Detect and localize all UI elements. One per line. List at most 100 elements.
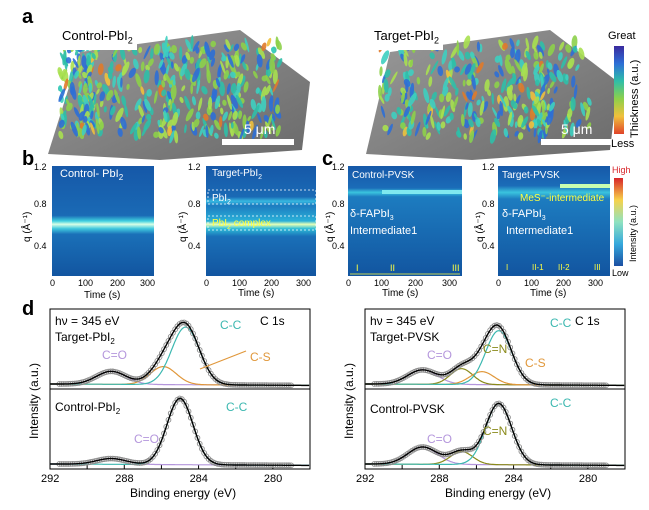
xps-data-point — [487, 412, 494, 418]
panel-b-left-xlabel: Time (s) — [84, 290, 120, 300]
xps-data-point — [480, 339, 487, 346]
xps-xtick: 280 — [264, 473, 282, 485]
panel-c-left-xtick: 200 — [408, 278, 423, 288]
panel-a-right-scalebar — [541, 139, 613, 145]
xps-data-point — [161, 430, 167, 437]
xps-data-point — [511, 356, 518, 362]
panel-c-left-ytick: 1.2 — [332, 162, 345, 172]
panel-c-right-stage-2: II-1 — [532, 263, 544, 272]
panel-b-left-ylabel: q (Å⁻¹) — [22, 211, 33, 242]
xps-c1s: C 1s — [575, 314, 600, 328]
panel-c-label: c — [322, 148, 334, 170]
panel-c-right-xtick: 300 — [588, 278, 603, 288]
xps-sample-label: Target-PbI2 — [55, 330, 115, 346]
xps-data-point — [154, 447, 161, 453]
xps-data-point — [482, 423, 489, 430]
xps-data-point — [502, 333, 509, 340]
xps-sample-label: Control-PVSK — [370, 402, 445, 416]
xps-fit-envelope — [50, 397, 310, 467]
panel-d-label: d — [22, 298, 35, 320]
panel-b-complex-label: PbI2 complex — [212, 218, 271, 231]
xps-peak-cc: C-C — [220, 318, 242, 332]
panel-c-colorbar-top: High — [612, 165, 631, 175]
xps-data-point — [187, 414, 194, 421]
panel-b-right-ylabel: q (Å⁻¹) — [178, 211, 189, 242]
panel-b-left-ytick: 0.8 — [34, 199, 47, 209]
panel-b-right-ytick: 0.8 — [188, 199, 201, 209]
panel-c-colorbar — [614, 178, 623, 266]
panel-b-right-ytick: 1.2 — [188, 162, 201, 172]
xps-data-point — [516, 444, 522, 450]
panel-b-pbi2-label: PbI2 — [212, 193, 231, 206]
panel-c-left-ylabel: q (Å⁻¹) — [325, 211, 336, 242]
panel-c-left-stage-2: II — [390, 263, 396, 273]
xps-data-point — [502, 409, 509, 415]
xps-data-point — [505, 414, 511, 421]
panel-c-right-ytick: 0.4 — [482, 241, 495, 251]
xps-data-point — [192, 335, 199, 342]
xps-data-point — [514, 438, 520, 445]
panel-c-right-delta: δ-FAPbI3 — [502, 208, 546, 223]
panel-a-left-scalebar — [222, 139, 294, 145]
panel-c-left-ytick: 0.4 — [332, 241, 345, 251]
panel-b-right-ytick: 0.4 — [188, 241, 201, 251]
xps-data-point — [185, 408, 192, 415]
panel-c-left-title: Control-PVSK — [352, 170, 415, 181]
panel-d-left-xps: 292 288 284 280 Binding energy (eV) Intensity… — [27, 308, 311, 500]
xps-peak-co: C=O — [134, 432, 159, 446]
xps-energy: hν = 345 eV — [370, 314, 434, 328]
panel-c-right-stage-3: II-2 — [558, 263, 570, 272]
panel-c-colorbar-label: Intensity (a.u.) — [628, 204, 638, 262]
panel-a-right-label: Target-PbI2 — [370, 27, 443, 50]
panel-c-right-xtick: 200 — [556, 278, 571, 288]
xps-xtick: 288 — [430, 473, 448, 485]
xps-data-point — [485, 417, 491, 424]
xps-peak-co: C=O — [427, 432, 452, 446]
panel-a-label: a — [22, 6, 34, 28]
panel-b-right-xlabel: Time (s) — [238, 288, 274, 299]
xps-data-point — [478, 434, 485, 440]
xps-data-point — [163, 423, 170, 430]
xps-data-point — [500, 328, 507, 335]
xps-c1s: C 1s — [260, 314, 285, 328]
panel-b-right-xtick: 100 — [232, 278, 247, 288]
xps-xtick: 284 — [505, 473, 523, 485]
xps-xtick: 292 — [356, 473, 374, 485]
xps-data-point — [194, 341, 201, 348]
panel-b-right-xtick: 0 — [204, 278, 209, 288]
xps-xtick: 292 — [41, 473, 59, 485]
xps-data-point — [187, 326, 194, 332]
panel-c-left-stage-3: III — [452, 263, 460, 273]
panel-a-colorbar — [614, 46, 624, 134]
panel-a-left-label: Control-PbI2 — [58, 27, 137, 50]
xps-peak-cs: C-S — [250, 350, 271, 364]
xps-fit-envelope — [365, 324, 625, 387]
xps-data-point — [201, 358, 207, 364]
xps-data-point — [199, 352, 205, 359]
panel-c-right-xlabel: Time (s) — [530, 288, 566, 299]
xps-peak-cc: C-C — [226, 400, 248, 414]
panel-b-label: b — [22, 148, 35, 170]
xps-data-point — [509, 350, 516, 357]
xps-peak-cs: C-S — [525, 356, 546, 370]
xps-xtick: 284 — [190, 473, 208, 485]
panel-b-right-xtick: 200 — [264, 278, 279, 288]
xps-peak-cn: C=N — [483, 342, 507, 356]
panel-b-left-xtick: 200 — [110, 278, 125, 288]
xps-peak-cc: C-C — [550, 316, 572, 330]
panel-c-left-intermediate: Intermediate1 — [350, 225, 418, 237]
panel-b-left-xtick: 0 — [50, 278, 55, 288]
xps-data-point — [507, 420, 514, 427]
panel-c-right-mes: MeS⁻-intermediate — [520, 193, 605, 204]
xps-data-point — [181, 398, 187, 405]
panel-c-right-ylabel: q (Å⁻¹) — [475, 211, 486, 242]
xps-energy: hν = 345 eV — [55, 314, 119, 328]
panel-a-colorbar-label: Thickness (a.u.) — [629, 59, 641, 138]
xps-data-point — [158, 436, 165, 443]
panel-a-right-scale-text: 5 μm — [561, 121, 593, 137]
xps-xlabel: Binding energy (eV) — [130, 486, 236, 500]
xps-sample-label: Target-PVSK — [370, 330, 439, 344]
xps-data-point — [170, 404, 176, 411]
panel-a-colorbar-bottom: Less — [611, 138, 635, 150]
panel-c-right-stage-4: III — [594, 263, 601, 272]
